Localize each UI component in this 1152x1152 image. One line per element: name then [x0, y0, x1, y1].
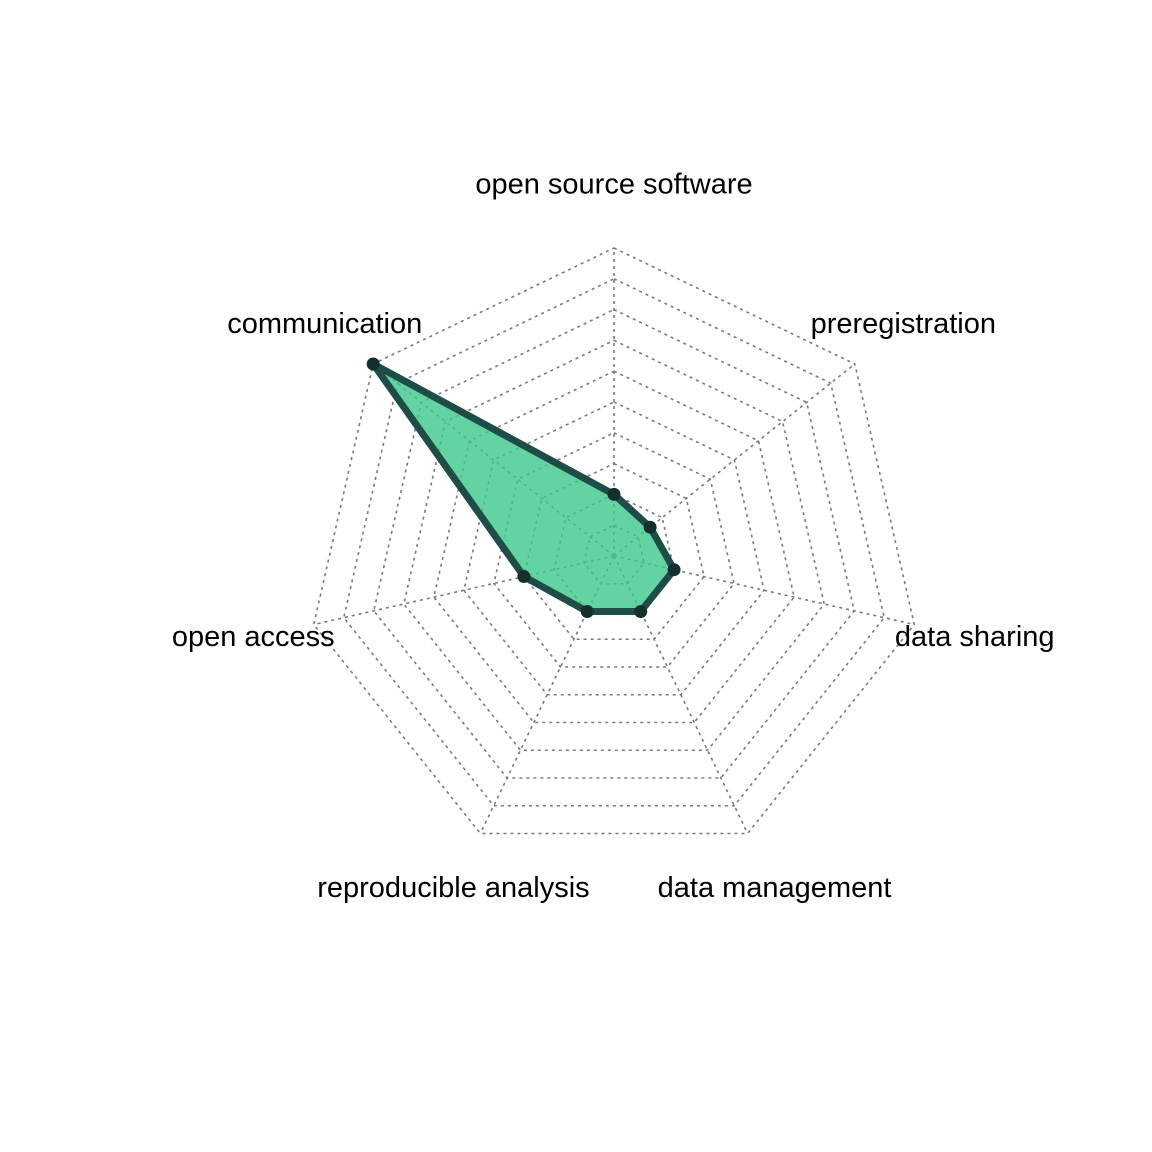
axis-label: open source software — [475, 169, 752, 201]
axis-label: data management — [658, 872, 892, 904]
grid-ring — [402, 339, 826, 752]
axis-label: preregistration — [811, 308, 996, 340]
axis-label: data sharing — [895, 621, 1055, 653]
grid-ring — [432, 370, 796, 724]
data-point — [580, 605, 594, 618]
data-point — [607, 487, 621, 501]
axis-label: reproducible analysis — [317, 872, 589, 904]
data-point — [517, 570, 531, 584]
grid-ring — [523, 462, 705, 641]
data-point — [643, 520, 657, 534]
grid-ring — [342, 277, 886, 807]
axis-label: open access — [172, 621, 335, 653]
grid-ring — [372, 308, 856, 779]
data-point — [634, 605, 648, 618]
axis-label: communication — [227, 308, 422, 340]
data-point — [667, 563, 681, 577]
data-series — [366, 357, 681, 618]
axis-labels: open source software preregistration data … — [172, 169, 1055, 904]
data-point — [366, 357, 380, 371]
series-area — [369, 360, 678, 615]
